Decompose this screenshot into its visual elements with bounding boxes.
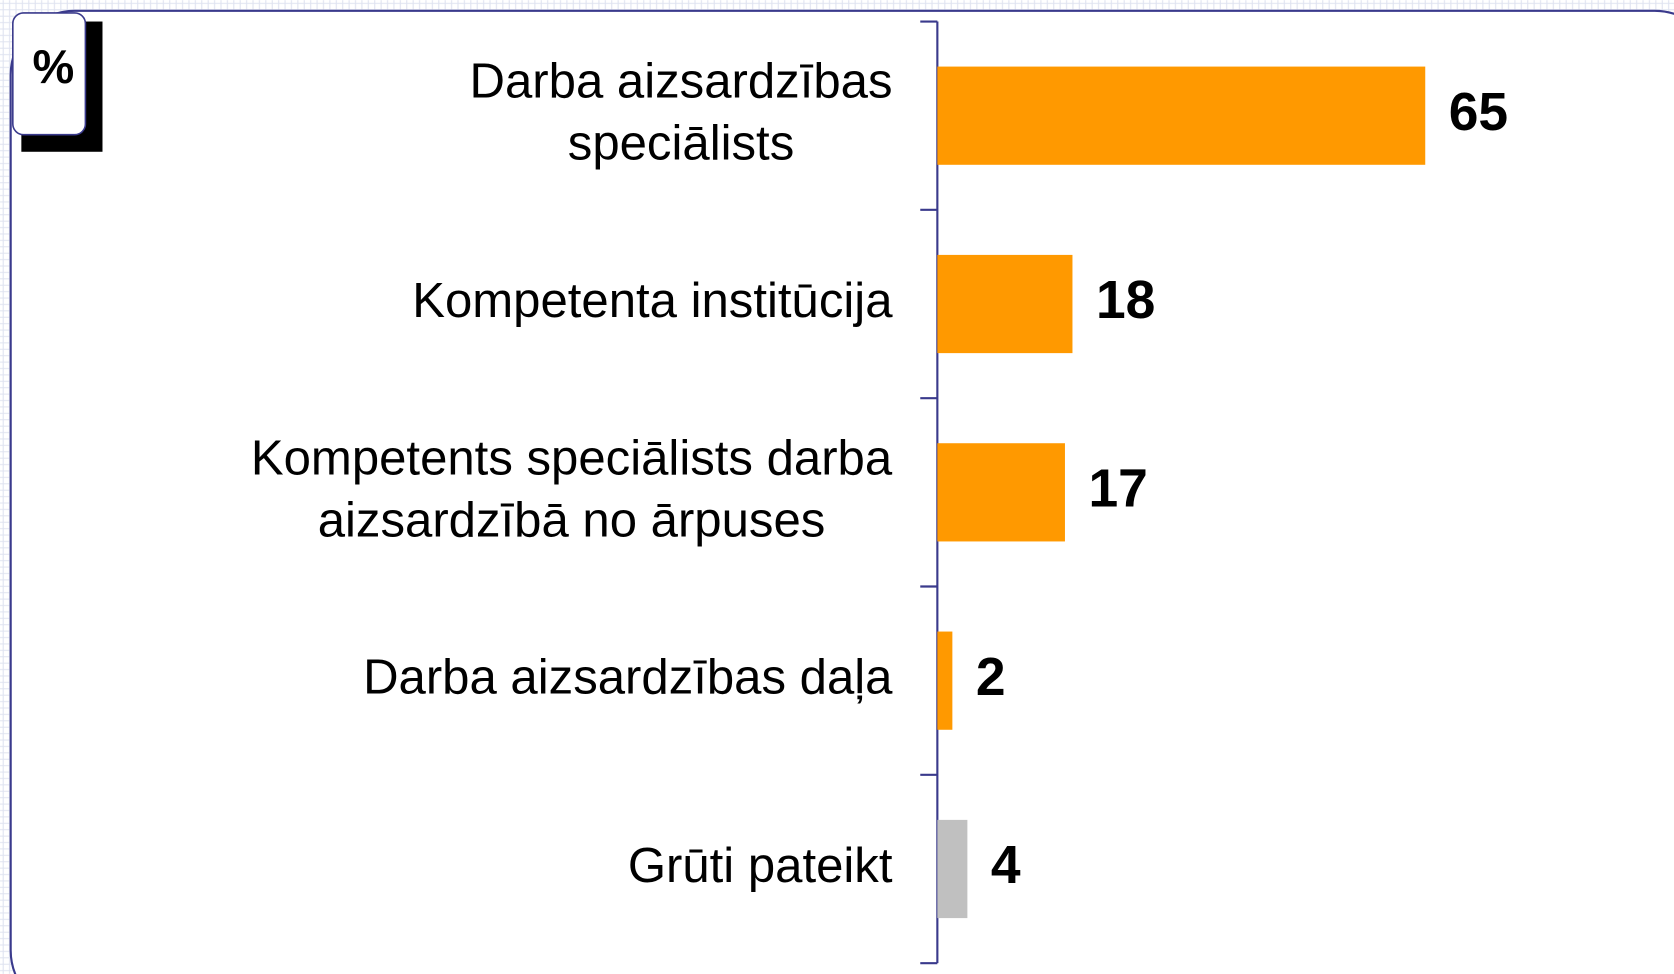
category-label: Grūti pateikt	[628, 839, 893, 893]
unit-box	[12, 12, 87, 136]
value-label: 17	[1088, 459, 1147, 518]
value-label: 65	[1449, 83, 1508, 142]
bar	[937, 819, 968, 919]
bar	[937, 254, 1073, 354]
category-label: Darba aizsardzības daļa	[363, 651, 893, 705]
bar	[937, 443, 1065, 542]
value-label: 18	[1096, 271, 1155, 330]
unit-label: %	[32, 40, 74, 93]
category-label: Kompetenta institūcija	[412, 274, 893, 328]
category-label: aizsardzībā no ārpuses	[318, 493, 826, 547]
bar	[937, 631, 953, 730]
frame	[9, 9, 1674, 974]
category-label: Kompetents speciālists darba	[251, 431, 893, 485]
value-label: 4	[991, 836, 1021, 895]
value-label: 2	[976, 648, 1006, 707]
category-label: speciālists	[568, 117, 794, 171]
category-label: Darba aizsardzības	[470, 55, 893, 109]
bar	[937, 66, 1426, 165]
